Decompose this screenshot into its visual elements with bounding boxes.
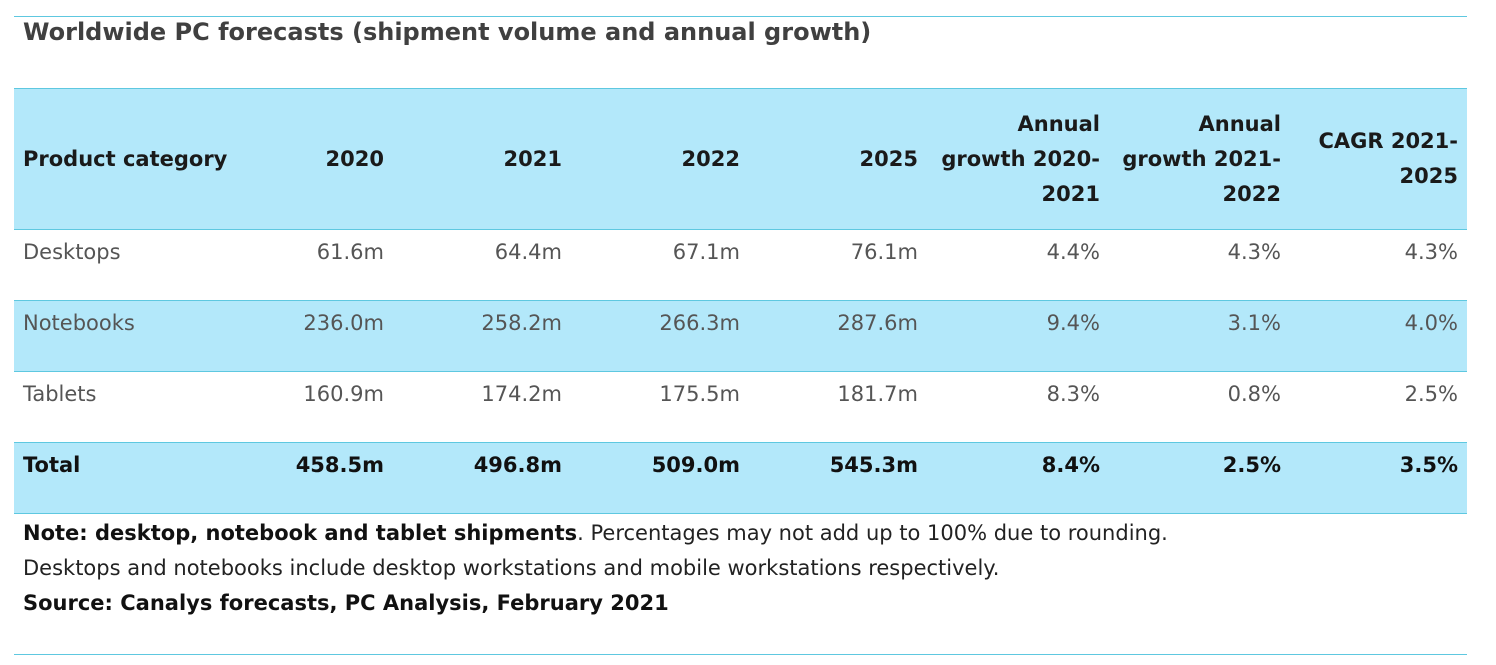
table-cell: 4.4% bbox=[1046, 240, 1100, 264]
source-text: Source: Canalys forecasts, PC Analysis, … bbox=[23, 591, 669, 615]
table-cell: 76.1m bbox=[850, 240, 918, 264]
header-growth-2020-2021: Annual growth 2020-2021 bbox=[941, 111, 1100, 206]
table-cell: 4.3% bbox=[1404, 240, 1458, 264]
forecast-table: Product category 2020 2021 2022 2025 Ann… bbox=[14, 88, 1467, 514]
table-cell: 236.0m bbox=[303, 311, 384, 335]
table-cell: 8.3% bbox=[1046, 382, 1100, 406]
table-cell: 160.9m bbox=[303, 382, 384, 406]
table-row-total: Total 458.5m 496.8m 509.0m 545.3m 8.4% 2… bbox=[14, 442, 1467, 514]
table-cell: 174.2m bbox=[481, 382, 562, 406]
top-divider bbox=[14, 16, 1467, 17]
note-bold-text: Note: desktop, notebook and tablet shipm… bbox=[23, 521, 578, 545]
table-cell: Tablets bbox=[23, 382, 97, 406]
table-cell: 3.5% bbox=[1399, 453, 1458, 477]
table-cell: 287.6m bbox=[837, 311, 918, 335]
note-line-1: Note: desktop, notebook and tablet shipm… bbox=[23, 516, 1168, 551]
table-row-tablets: Tablets 160.9m 174.2m 175.5m 181.7m 8.3%… bbox=[14, 372, 1467, 443]
table-cell: 266.3m bbox=[659, 311, 740, 335]
table-cell: 3.1% bbox=[1227, 311, 1281, 335]
table-cell: 175.5m bbox=[659, 382, 740, 406]
header-2020: 2020 bbox=[325, 146, 384, 171]
table-cell: 4.3% bbox=[1227, 240, 1281, 264]
bottom-divider bbox=[14, 654, 1467, 655]
note-rest-text: . Percentages may not add up to 100% due… bbox=[577, 521, 1168, 545]
table-cell: 2.5% bbox=[1404, 382, 1458, 406]
table-cell: 545.3m bbox=[829, 453, 918, 477]
table-cell: 458.5m bbox=[295, 453, 384, 477]
table-cell: 9.4% bbox=[1046, 311, 1100, 335]
header-2022: 2022 bbox=[681, 146, 740, 171]
header-growth-2021-2022: Annual growth 2021-2022 bbox=[1122, 111, 1281, 206]
table-title: Worldwide PC forecasts (shipment volume … bbox=[23, 18, 872, 46]
table-cell: 8.4% bbox=[1041, 453, 1100, 477]
note-line-2: Desktops and notebooks include desktop w… bbox=[23, 556, 1000, 580]
table-cell: 61.6m bbox=[316, 240, 384, 264]
header-cagr-2021-2025: CAGR 2021-2025 bbox=[1318, 129, 1458, 188]
table-cell: Total bbox=[23, 453, 81, 477]
table-cell: 496.8m bbox=[473, 453, 562, 477]
table-cell: 0.8% bbox=[1227, 382, 1281, 406]
table-cell: 67.1m bbox=[672, 240, 740, 264]
table-cell: 4.0% bbox=[1404, 311, 1458, 335]
source-line: Source: Canalys forecasts, PC Analysis, … bbox=[23, 586, 1168, 621]
header-2021: 2021 bbox=[503, 146, 562, 171]
table-cell: Notebooks bbox=[23, 311, 135, 335]
table-cell: 509.0m bbox=[651, 453, 740, 477]
table-row-desktops: Desktops 61.6m 64.4m 67.1m 76.1m 4.4% 4.… bbox=[14, 230, 1467, 301]
table-cell: 258.2m bbox=[481, 311, 562, 335]
header-2025: 2025 bbox=[859, 146, 918, 171]
table-cell: 2.5% bbox=[1222, 453, 1281, 477]
table-header-row: Product category 2020 2021 2022 2025 Ann… bbox=[14, 88, 1467, 230]
table-row-notebooks: Notebooks 236.0m 258.2m 266.3m 287.6m 9.… bbox=[14, 300, 1467, 372]
table-cell: Desktops bbox=[23, 240, 121, 264]
table-cell: 64.4m bbox=[494, 240, 562, 264]
table-notes: Note: desktop, notebook and tablet shipm… bbox=[23, 516, 1168, 621]
header-product-category: Product category bbox=[23, 146, 228, 171]
table-cell: 181.7m bbox=[837, 382, 918, 406]
